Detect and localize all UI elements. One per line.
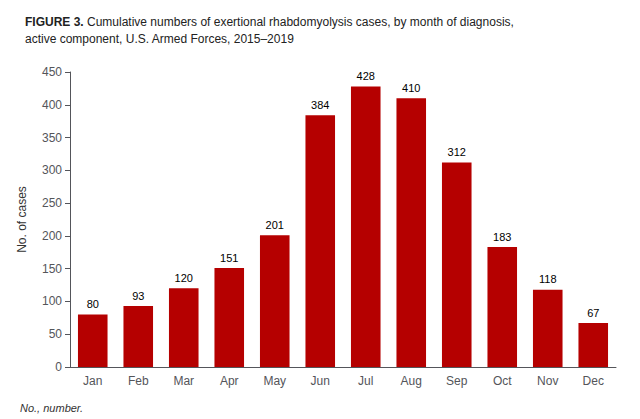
svg-text:93: 93: [132, 290, 144, 302]
svg-text:Dec: Dec: [583, 374, 604, 388]
svg-text:0: 0: [55, 360, 62, 374]
svg-text:Cumulative numbers of exertion: Cumulative numbers of exertional rhabdom…: [84, 15, 514, 29]
svg-text:150: 150: [42, 262, 62, 276]
svg-text:50: 50: [49, 327, 63, 341]
svg-text:183: 183: [493, 231, 511, 243]
svg-text:Sep: Sep: [446, 374, 468, 388]
svg-text:450: 450: [42, 65, 62, 79]
svg-text:312: 312: [448, 146, 466, 158]
svg-text:410: 410: [402, 82, 420, 94]
svg-text:250: 250: [42, 196, 62, 210]
svg-text:Jul: Jul: [358, 374, 373, 388]
svg-text:80: 80: [87, 298, 99, 310]
svg-text:201: 201: [266, 219, 284, 231]
svg-text:350: 350: [42, 131, 62, 145]
svg-text:May: May: [263, 374, 286, 388]
svg-text:120: 120: [175, 272, 193, 284]
svg-text:300: 300: [42, 163, 62, 177]
svg-text:Apr: Apr: [220, 374, 239, 388]
svg-text:active component, U.S. Armed F: active component, U.S. Armed Forces, 201…: [25, 32, 294, 46]
svg-text:Jan: Jan: [83, 374, 102, 388]
svg-text:Mar: Mar: [173, 374, 194, 388]
svg-text:No. of cases: No. of cases: [15, 186, 29, 253]
svg-text:200: 200: [42, 229, 62, 243]
svg-text:Aug: Aug: [401, 374, 422, 388]
svg-text:No., number.: No., number.: [20, 402, 83, 414]
svg-text:151: 151: [220, 252, 238, 264]
svg-text:FIGURE 3.: FIGURE 3.: [25, 15, 84, 29]
svg-text:100: 100: [42, 294, 62, 308]
svg-text:428: 428: [357, 70, 375, 82]
svg-text:400: 400: [42, 98, 62, 112]
svg-text:Feb: Feb: [128, 374, 149, 388]
svg-text:118: 118: [539, 273, 557, 285]
svg-text:Jun: Jun: [311, 374, 330, 388]
svg-text:384: 384: [311, 99, 329, 111]
svg-text:67: 67: [587, 307, 599, 319]
svg-text:Oct: Oct: [493, 374, 512, 388]
svg-text:Nov: Nov: [537, 374, 558, 388]
